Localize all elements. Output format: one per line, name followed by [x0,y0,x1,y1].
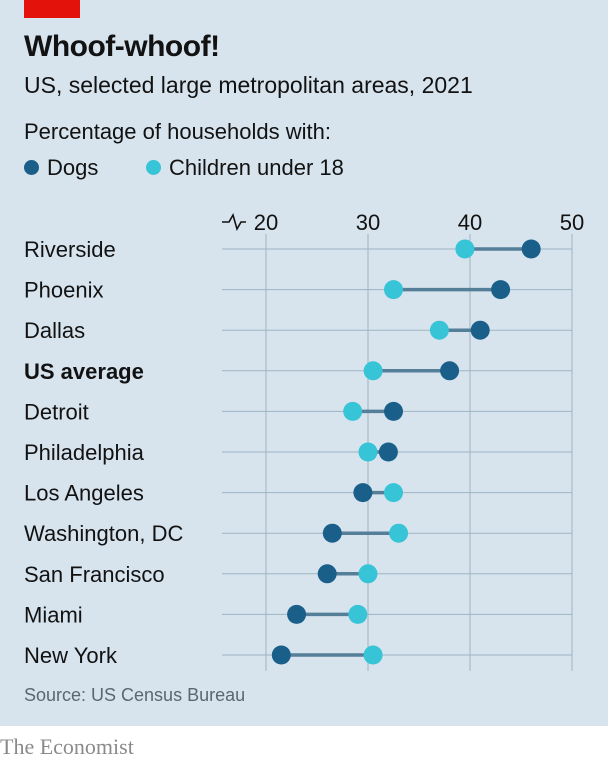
dogs-dot [287,604,307,624]
category-label: US average [24,359,144,384]
dogs-dot [322,523,342,543]
axis-break-icon [222,212,246,232]
legend-label-children: Children under 18 [169,155,344,180]
children-dot [358,564,378,584]
dot-chart: 20 30 40 50 Riverside Phoenix Dallas US average… [24,210,584,671]
dogs-dot [521,239,541,259]
category-label: Miami [24,602,83,627]
category-label: Phoenix [24,278,104,303]
children-dot [455,239,475,259]
brand-logo-text: The Economist [0,734,134,759]
legend-dot-dogs [24,159,39,175]
dogs-dot [491,280,511,300]
x-tick-label: 30 [356,210,380,235]
dogs-dot [440,361,460,381]
children-dot [384,280,403,300]
chart-title: Whoof-whoof! [24,30,220,63]
chart-panel [0,0,608,726]
source-note: Source: US Census Bureau [24,685,246,705]
category-label: Washington, DC [24,521,183,546]
category-label: San Francisco [24,562,165,587]
dogs-dot [378,442,398,462]
chart-subtitle: US, selected large metropolitan areas, 2… [24,72,473,98]
brand-red-tag [24,0,80,18]
x-tick-label: 20 [254,210,278,235]
children-dot [429,320,449,340]
legend-label-dogs: Dogs [47,155,99,180]
legend-dot-children [146,159,161,175]
category-label: Riverside [24,237,116,262]
x-tick-label: 50 [560,210,584,235]
children-dot [363,645,383,665]
category-label: Philadelphia [24,440,145,465]
dogs-dot [353,483,373,503]
dogs-dot [384,401,403,421]
dogs-dot [271,645,291,665]
category-label: Los Angeles [24,481,144,506]
x-tick-label: 40 [458,210,482,235]
children-dot [363,361,383,381]
children-dot [343,401,363,421]
category-label: Detroit [24,399,89,424]
legend-item-children: Children under 18 [146,155,344,181]
category-label: New York [24,643,118,668]
children-dot [358,442,378,462]
legend-title: Percentage of households with: [24,119,331,144]
children-dot [348,604,368,624]
children-dot [389,523,409,543]
dogs-dot [317,564,337,584]
legend-item-dogs: Dogs [24,155,98,181]
dogs-dot [470,320,490,340]
children-dot [384,483,403,503]
category-label: Dallas [24,318,85,343]
